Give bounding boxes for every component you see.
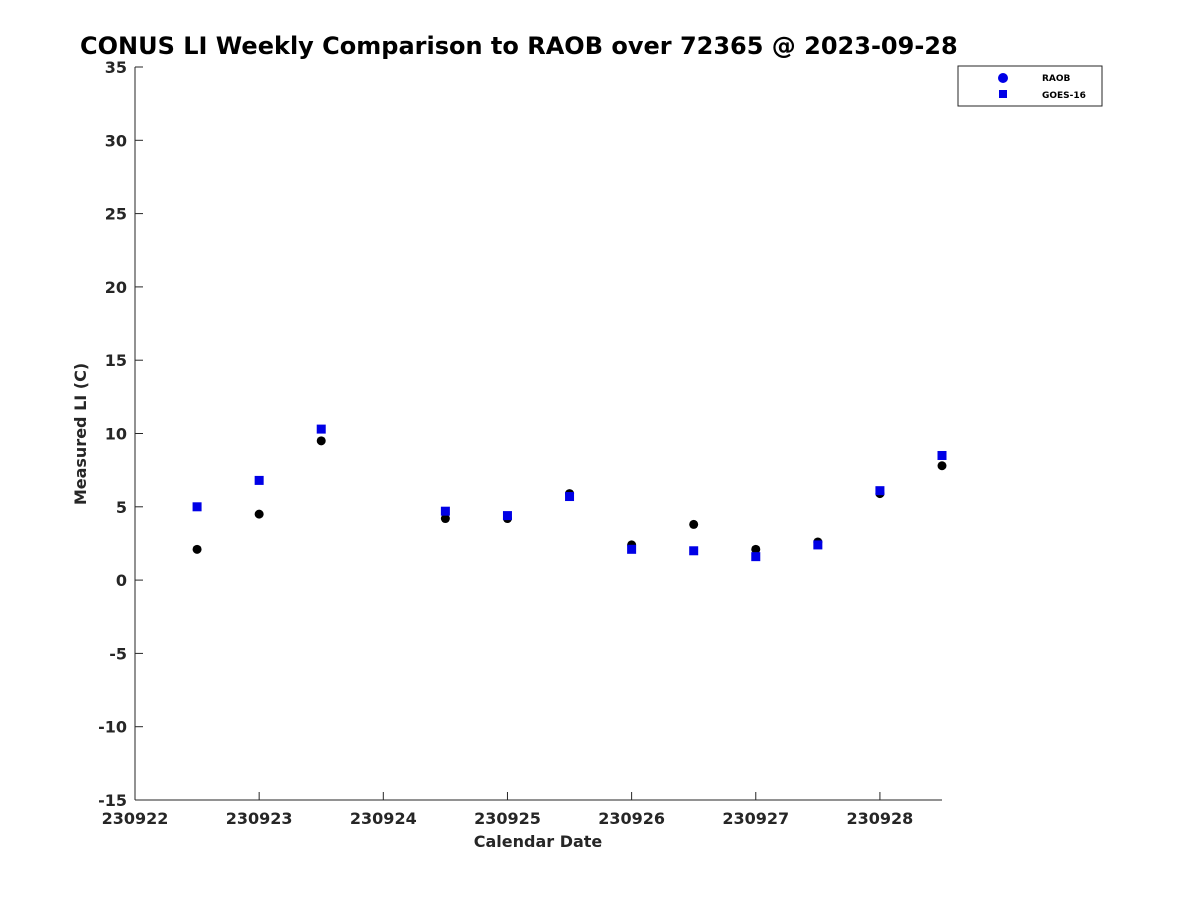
- y-tick-label: 5: [116, 498, 127, 517]
- y-tick-label: 20: [105, 278, 127, 297]
- goes-point: [502, 511, 512, 521]
- raob-point: [254, 509, 264, 519]
- goes-point: [689, 546, 699, 556]
- x-tick-label: 230928: [847, 809, 914, 828]
- legend-goes-label: GOES-16: [1042, 91, 1086, 101]
- goes-point: [751, 552, 761, 562]
- legend: RAOB GOES-16: [957, 65, 1103, 107]
- legend-raob-marker: [998, 73, 1008, 83]
- goes-point: [813, 540, 823, 550]
- y-tick-label: 10: [105, 425, 127, 444]
- y-tick-label: -15: [98, 791, 127, 810]
- y-tick-label: 35: [105, 58, 127, 77]
- goes-point: [254, 475, 264, 485]
- goes-point: [316, 424, 326, 434]
- x-tick-label: 230923: [226, 809, 293, 828]
- y-axis-label: Measured LI (C): [71, 363, 90, 505]
- x-tick-label: 230927: [722, 809, 789, 828]
- goes-point: [440, 506, 450, 516]
- raob-point: [689, 519, 699, 529]
- legend-goes-marker: [999, 90, 1007, 98]
- y-tick-label: 25: [105, 205, 127, 224]
- goes-point: [875, 486, 885, 496]
- legend-raob-label: RAOB: [1042, 74, 1071, 84]
- y-tick-label: 30: [105, 131, 127, 150]
- raob-point: [316, 436, 326, 446]
- x-tick-label: 230922: [102, 809, 169, 828]
- y-tick-label: 15: [105, 351, 127, 370]
- y-ticks: 35 30 25 20 15 10 5 0 -5 -10 -15: [98, 58, 143, 810]
- x-tick-label: 230926: [598, 809, 665, 828]
- raob-point: [751, 544, 761, 554]
- x-ticks: 230922 230923 230924 230925 230926 230927 2309…: [102, 792, 914, 828]
- plot-frame: [134, 67, 942, 801]
- y-tick-label: 0: [116, 571, 127, 590]
- raob-point: [192, 544, 202, 554]
- series-goes: [192, 424, 947, 562]
- y-tick-label: -10: [98, 718, 127, 737]
- raob-point: [440, 514, 450, 524]
- goes-point: [192, 502, 202, 512]
- goes-point: [627, 544, 637, 554]
- x-tick-label: 230925: [474, 809, 541, 828]
- raob-point: [937, 461, 947, 471]
- x-axis-label: Calendar Date: [474, 832, 603, 851]
- y-tick-label: -5: [109, 644, 127, 663]
- goes-point: [565, 492, 575, 502]
- x-tick-label: 230924: [350, 809, 417, 828]
- legend-box: [957, 65, 1103, 107]
- goes-point: [937, 450, 947, 460]
- chart-title: CONUS LI Weekly Comparison to RAOB over …: [80, 32, 958, 60]
